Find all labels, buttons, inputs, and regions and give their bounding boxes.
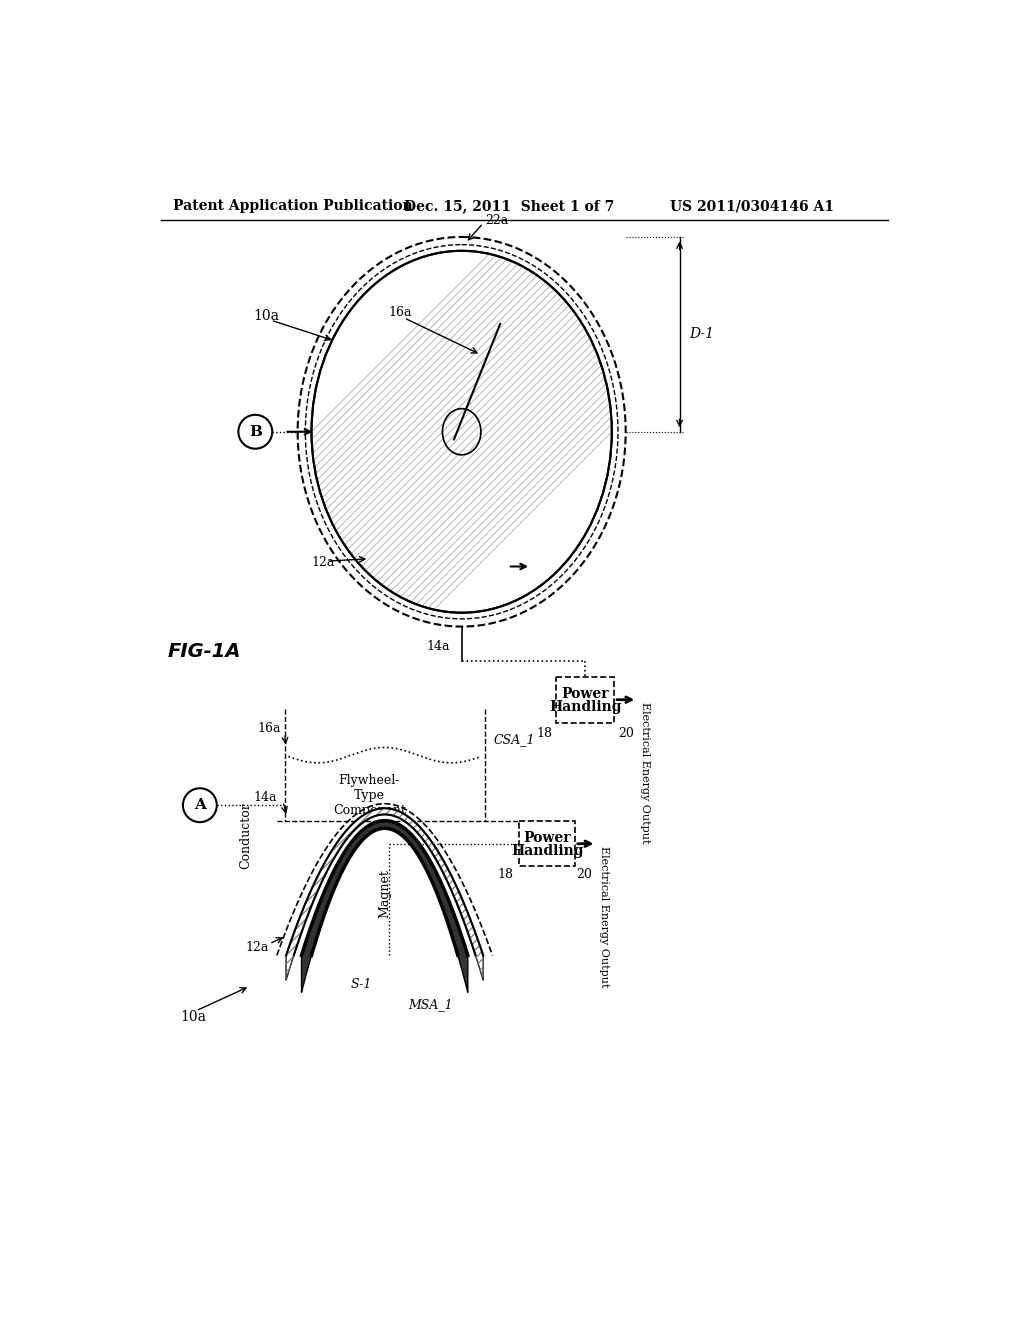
Text: 18: 18 [498,869,513,882]
Polygon shape [301,821,468,993]
Text: MSA_1: MSA_1 [409,998,454,1011]
Circle shape [239,414,272,449]
Text: D-1: D-1 [689,327,714,342]
Text: 20: 20 [577,869,592,882]
Text: CSA_1: CSA_1 [494,733,536,746]
Text: Handling: Handling [511,843,584,858]
Text: Electrical Energy Output: Electrical Energy Output [599,846,609,987]
Text: Power: Power [561,688,609,701]
Text: Handling: Handling [549,701,622,714]
Text: Flywheel-
Type
Component: Flywheel- Type Component [333,775,406,817]
Polygon shape [286,808,483,981]
Text: 12a: 12a [246,941,269,954]
Text: 16a: 16a [257,722,281,735]
Text: Power: Power [523,832,571,845]
Text: FIG-1A: FIG-1A [168,642,241,661]
Text: Dec. 15, 2011  Sheet 1 of 7: Dec. 15, 2011 Sheet 1 of 7 [403,199,614,213]
Text: 20: 20 [617,726,634,739]
FancyBboxPatch shape [556,677,614,723]
Text: Magnet: Magnet [378,870,391,919]
Text: 14a: 14a [253,791,276,804]
Text: 10a: 10a [180,1010,207,1024]
Text: 14a: 14a [427,640,451,653]
Text: 22a: 22a [484,214,508,227]
Ellipse shape [311,251,611,612]
Text: S-1: S-1 [351,978,373,991]
Text: Conductor: Conductor [240,803,253,870]
Text: US 2011/0304146 A1: US 2011/0304146 A1 [670,199,834,213]
Text: A: A [194,799,206,812]
FancyBboxPatch shape [519,821,574,866]
Text: B: B [249,425,262,438]
Text: 10a: 10a [254,309,280,323]
Text: 16a: 16a [388,306,412,319]
Text: Electrical Energy Output: Electrical Energy Output [640,702,649,843]
Circle shape [183,788,217,822]
Text: 18: 18 [537,726,553,739]
Text: 12a: 12a [311,556,335,569]
Text: Patent Application Publication: Patent Application Publication [173,199,413,213]
